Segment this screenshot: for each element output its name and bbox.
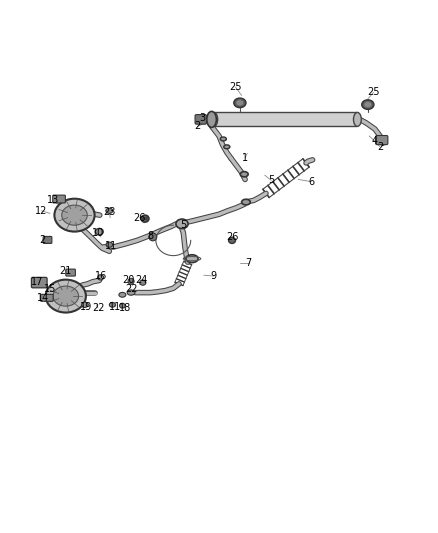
Text: 24: 24 [135,276,148,286]
Text: 9: 9 [211,271,217,281]
Ellipse shape [106,242,113,247]
Text: 1: 1 [242,152,248,163]
FancyBboxPatch shape [32,277,47,288]
FancyBboxPatch shape [376,135,388,144]
Ellipse shape [207,111,216,127]
Text: 19: 19 [80,302,92,312]
FancyBboxPatch shape [43,237,52,244]
Ellipse shape [46,280,86,312]
Circle shape [149,233,157,241]
FancyBboxPatch shape [214,112,357,126]
Ellipse shape [234,98,246,108]
Ellipse shape [127,290,135,295]
FancyBboxPatch shape [195,115,206,124]
Text: 2: 2 [39,235,46,245]
Text: 22: 22 [92,303,104,313]
Ellipse shape [140,280,146,285]
Text: 2: 2 [194,122,200,131]
Text: 11: 11 [110,302,121,312]
Ellipse shape [119,293,126,297]
Ellipse shape [224,145,230,149]
Ellipse shape [176,219,188,229]
Text: 3: 3 [199,112,205,123]
Ellipse shape [240,172,248,177]
Text: 23: 23 [103,207,116,217]
Text: 12: 12 [35,206,48,216]
Ellipse shape [110,302,116,307]
Text: 15: 15 [44,284,57,294]
Ellipse shape [82,302,88,308]
Text: 17: 17 [31,277,43,287]
Ellipse shape [236,100,244,106]
Ellipse shape [54,199,95,232]
Text: 5: 5 [268,175,274,185]
Ellipse shape [106,208,113,213]
Text: 10: 10 [92,228,104,238]
Ellipse shape [120,303,125,308]
Text: 14: 14 [37,293,49,303]
Text: 26: 26 [134,213,146,223]
Circle shape [142,217,145,220]
Ellipse shape [364,102,372,108]
Text: 26: 26 [227,232,239,242]
FancyBboxPatch shape [66,269,75,276]
FancyBboxPatch shape [53,195,65,203]
Ellipse shape [242,199,251,205]
Text: 22: 22 [125,284,138,294]
Ellipse shape [220,137,226,141]
Text: 13: 13 [46,196,59,205]
Text: 25: 25 [367,87,380,98]
Text: 4: 4 [372,136,378,146]
Text: 18: 18 [119,303,131,313]
Text: 6: 6 [308,176,314,187]
Ellipse shape [95,229,103,235]
FancyBboxPatch shape [41,294,53,301]
Text: 21: 21 [60,266,72,276]
Text: 16: 16 [95,271,107,281]
Text: 7: 7 [245,258,252,268]
Text: 20: 20 [122,276,134,286]
Text: 25: 25 [229,82,242,92]
Ellipse shape [98,275,104,280]
Ellipse shape [362,100,374,109]
Text: 2: 2 [377,142,383,152]
Text: 8: 8 [147,231,153,241]
Ellipse shape [353,112,361,126]
Circle shape [145,217,148,220]
Ellipse shape [141,215,149,222]
Text: 5: 5 [180,220,187,230]
Ellipse shape [62,205,87,225]
Text: 11: 11 [105,240,117,251]
Ellipse shape [186,255,198,263]
Circle shape [128,278,134,284]
Ellipse shape [229,237,236,244]
Ellipse shape [53,286,78,306]
Ellipse shape [210,112,218,126]
